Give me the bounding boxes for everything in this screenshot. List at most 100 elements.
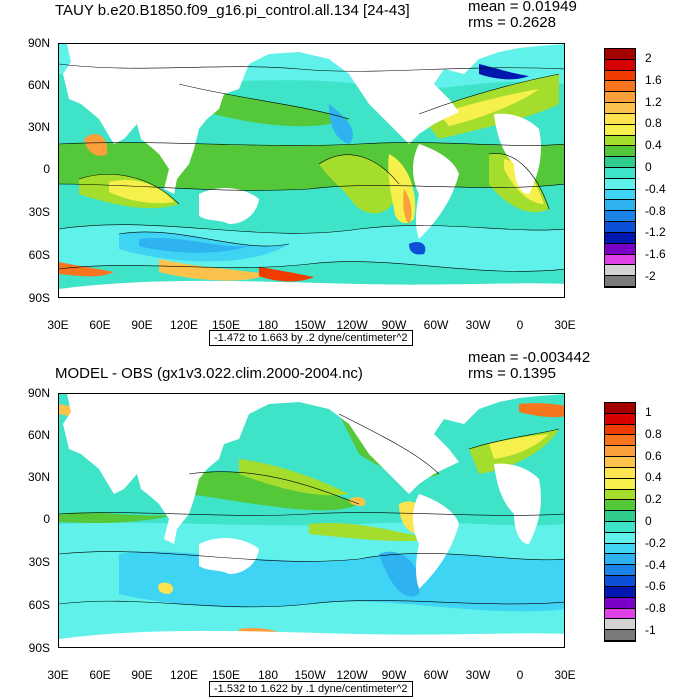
lat-label: 30N — [27, 120, 50, 134]
lat-label: 0 — [43, 162, 50, 176]
colorbar-label: 1 — [645, 404, 652, 419]
colorbar-swatch — [605, 243, 635, 255]
colorbar-swatch — [605, 467, 635, 479]
colorbar-swatch — [605, 489, 635, 501]
colorbar-label: -1 — [645, 623, 656, 638]
colorbar-swatch — [605, 254, 635, 266]
colorbar-swatch — [605, 435, 635, 447]
colorbar-swatch — [605, 630, 635, 641]
colorbar-swatch — [605, 500, 635, 512]
colorbar-label: -0.2 — [645, 535, 666, 550]
colorbar — [604, 402, 636, 642]
contour-range-note: -1.472 to 1.663 by .2 dyne/centimeter^2 — [209, 330, 413, 346]
lon-label: 90E — [131, 668, 153, 682]
mean-value: mean = 0.01949 — [468, 0, 577, 15]
colorbar-label: 0.8 — [645, 116, 662, 131]
colorbar-swatch — [605, 59, 635, 71]
lon-label: 120W — [336, 318, 368, 332]
colorbar-swatch — [605, 586, 635, 598]
rms-value: rms = 0.2628 — [468, 14, 556, 31]
mean-value: mean = -0.003442 — [468, 349, 591, 366]
colorbar-swatch — [605, 543, 635, 555]
colorbar-label: 1.6 — [645, 72, 662, 87]
colorbar-swatch — [605, 168, 635, 179]
lon-label: 90W — [381, 668, 407, 682]
colorbar-label: 2 — [645, 50, 652, 65]
colorbar-swatch — [605, 265, 635, 277]
lon-label: 30E — [554, 668, 576, 682]
colorbar-swatch — [605, 70, 635, 82]
lon-label: 90E — [131, 318, 153, 332]
rms-value: rms = 0.1395 — [468, 365, 556, 382]
lon-label: 120W — [336, 668, 368, 682]
lon-label: 30E — [47, 668, 69, 682]
lon-label: 60E — [89, 668, 111, 682]
map-plot — [58, 393, 565, 648]
colorbar-label: -0.8 — [645, 601, 666, 616]
colorbar — [604, 48, 636, 288]
lat-label: 60S — [28, 248, 50, 262]
colorbar-swatch — [605, 189, 635, 201]
colorbar-swatch — [605, 113, 635, 125]
lon-label: 90W — [381, 318, 407, 332]
lon-label: 30W — [465, 318, 491, 332]
lat-label: 30N — [27, 470, 50, 484]
colorbar-swatch — [605, 532, 635, 544]
colorbar-label: -0.4 — [645, 557, 666, 572]
lon-label: 0 — [516, 668, 524, 682]
lat-label: 90N — [27, 386, 50, 400]
colorbar-swatch — [605, 554, 635, 566]
colorbar-label: 0 — [645, 514, 652, 528]
colorbar-swatch — [605, 565, 635, 577]
colorbar-swatch — [605, 232, 635, 244]
colorbar-swatch — [605, 222, 635, 233]
colorbar-swatch — [605, 124, 635, 136]
colorbar-label: -0.6 — [645, 579, 666, 594]
contour-range-note: -1.532 to 1.622 by .1 dyne/centimeter^2 — [209, 681, 413, 697]
lon-label: 30E — [47, 318, 69, 332]
lon-label: 150W — [294, 318, 326, 332]
lon-label: 180 — [257, 318, 279, 332]
colorbar-swatch — [605, 403, 635, 414]
colorbar-swatch — [605, 576, 635, 587]
lat-label: 60S — [28, 598, 50, 612]
colorbar-swatch — [605, 413, 635, 425]
lon-label: 30E — [554, 318, 576, 332]
colorbar-label: -2 — [645, 269, 656, 284]
colorbar-label: -0.8 — [645, 203, 666, 218]
colorbar-swatch — [605, 211, 635, 223]
lat-label: 60N — [27, 428, 50, 442]
lat-label: 90N — [27, 36, 50, 50]
colorbar-label: 1.2 — [645, 94, 662, 109]
colorbar-label: -1.6 — [645, 247, 666, 262]
lon-label: 150E — [211, 318, 241, 332]
lon-label: 120E — [169, 668, 199, 682]
colorbar-swatch — [605, 619, 635, 631]
top-panel: TAUY b.e20.B1850.f09_g16.pi_control.all.… — [27, 0, 666, 346]
colorbar-label: 0.2 — [645, 492, 662, 507]
colorbar-swatch — [605, 103, 635, 114]
bottom-panel: MODEL - OBS (gx1v3.022.clim.2000-2004.nc… — [0, 350, 700, 700]
lon-label: 30W — [465, 668, 491, 682]
colorbar-swatch — [605, 49, 635, 60]
map-plot — [58, 43, 565, 298]
panel-title: MODEL - OBS (gx1v3.022.clim.2000-2004.nc… — [55, 365, 363, 382]
colorbar-swatch — [605, 92, 635, 104]
colorbar-label: 0.4 — [645, 138, 662, 153]
map-field — [59, 394, 564, 647]
lat-label: 60N — [27, 78, 50, 92]
lon-label: 0 — [516, 318, 524, 332]
colorbar-swatch — [605, 446, 635, 458]
colorbar-label: 0.4 — [645, 470, 662, 485]
lat-label: 30S — [28, 205, 50, 219]
colorbar-swatch — [605, 157, 635, 168]
lon-label: 60W — [423, 318, 449, 332]
panel-title: TAUY b.e20.B1850.f09_g16.pi_control.all.… — [55, 2, 410, 19]
lon-label: 150W — [294, 668, 326, 682]
colorbar-label: -0.4 — [645, 181, 666, 196]
colorbar-swatch — [605, 522, 635, 533]
colorbar-swatch — [605, 146, 635, 158]
colorbar-swatch — [605, 424, 635, 436]
lon-label: 180 — [257, 668, 279, 682]
colorbar-swatch — [605, 200, 635, 212]
